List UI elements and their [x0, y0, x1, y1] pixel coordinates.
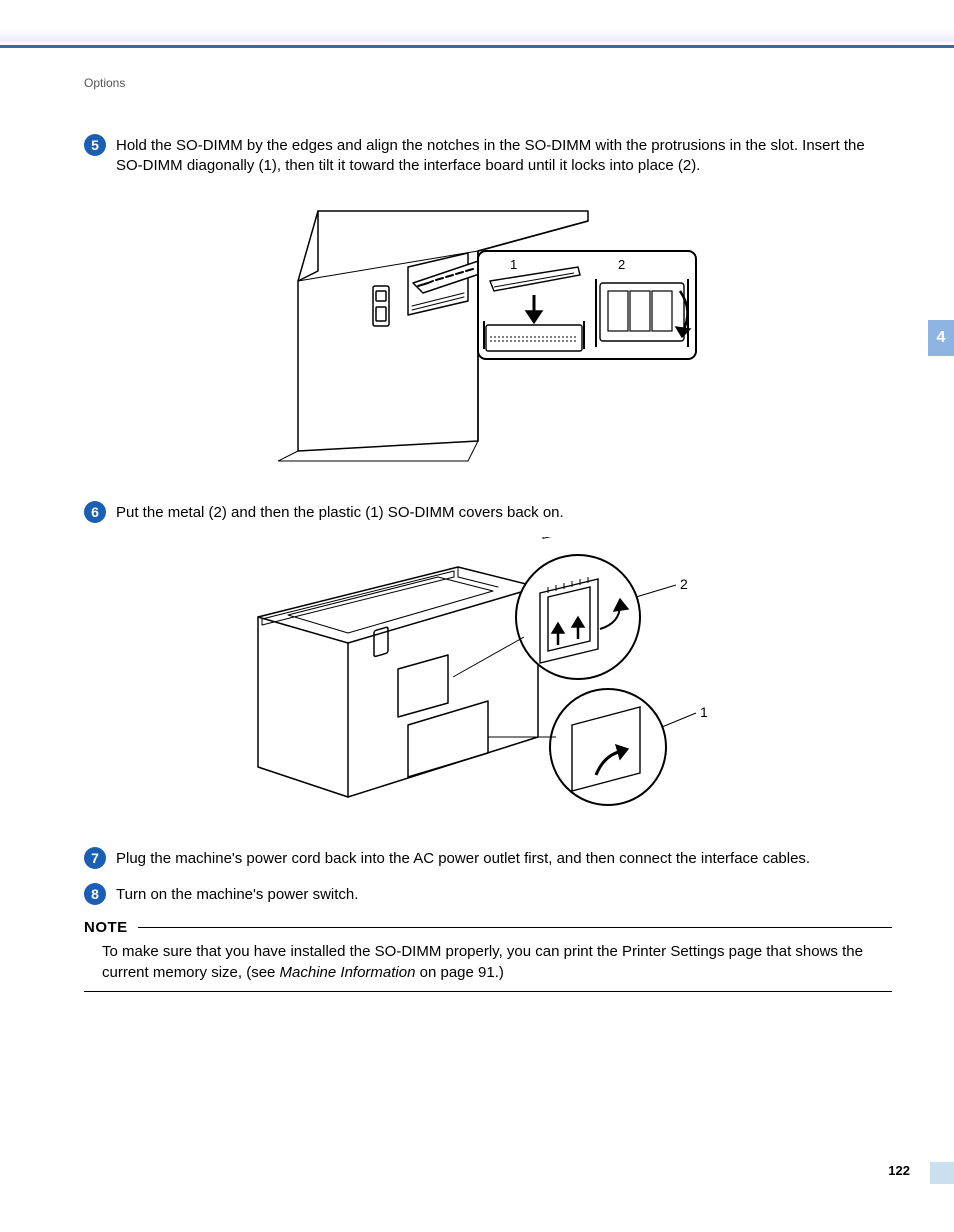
step-text: Turn on the machine's power switch. [116, 883, 358, 905]
fig2-label-1: 1 [700, 704, 708, 720]
diagram-sodimm-insert: 1 2 [278, 191, 698, 471]
note-link[interactable]: Machine Information [280, 964, 416, 981]
note-body: To make sure that you have installed the… [84, 936, 892, 992]
step-5: 5 Hold the SO-DIMM by the edges and alig… [84, 134, 892, 177]
note-header: NOTE [84, 919, 892, 936]
step-text: Plug the machine's power cord back into … [116, 847, 810, 869]
top-bar [0, 0, 954, 48]
step-8: 8 Turn on the machine's power switch. [84, 883, 892, 905]
breadcrumb: Options [84, 76, 892, 90]
step-6: 6 Put the metal (2) and then the plastic… [84, 501, 892, 523]
fig1-label-1: 1 [510, 257, 517, 272]
figure-step-5: 1 2 [84, 191, 892, 471]
top-bar-gradient [0, 0, 954, 42]
step-number-badge: 8 [84, 883, 106, 905]
fig2-label-2: 2 [680, 576, 688, 592]
fig1-label-2: 2 [618, 257, 625, 272]
note-rule [138, 927, 892, 928]
note-text-post: on page 91.) [415, 964, 503, 981]
page-footer: 122 [888, 1163, 918, 1178]
step-number-badge: 7 [84, 847, 106, 869]
page-number: 122 [888, 1163, 910, 1178]
step-text: Put the metal (2) and then the plastic (… [116, 501, 564, 523]
step-7: 7 Plug the machine's power cord back int… [84, 847, 892, 869]
diagram-covers-back: 2 1 [248, 537, 728, 817]
step-number-badge: 5 [84, 134, 106, 156]
step-number-badge: 6 [84, 501, 106, 523]
step-text: Hold the SO-DIMM by the edges and align … [116, 134, 892, 177]
footer-tab [930, 1162, 954, 1184]
page-content: Options 5 Hold the SO-DIMM by the edges … [0, 48, 954, 992]
figure-step-6: 2 1 [84, 537, 892, 817]
note-block: NOTE To make sure that you have installe… [84, 919, 892, 992]
note-label: NOTE [84, 919, 138, 936]
